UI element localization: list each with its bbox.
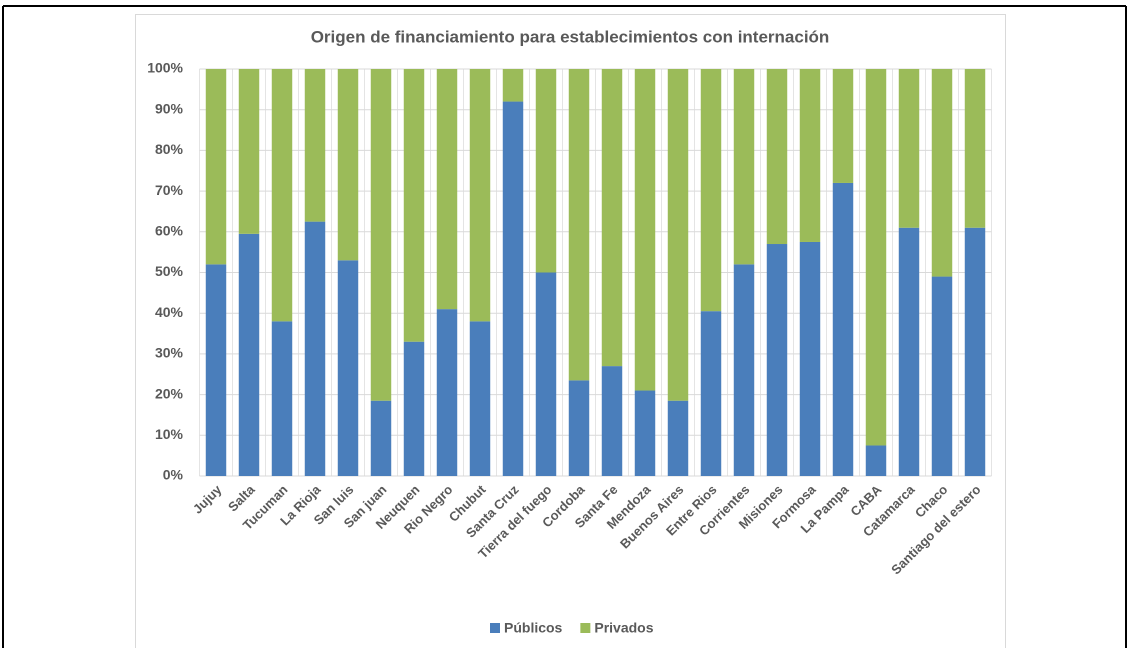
y-tick-label: 50% — [155, 263, 184, 279]
chart-border — [135, 14, 1006, 648]
y-tick-label: 40% — [155, 304, 184, 320]
y-tick-label: 70% — [155, 182, 184, 198]
bar-segment — [799, 69, 821, 242]
bar-segment — [436, 309, 458, 476]
bar-segment — [271, 321, 293, 476]
bar-segment — [832, 69, 854, 183]
bar-segment — [898, 69, 920, 228]
y-tick-label: 10% — [155, 426, 184, 442]
legend-label: Privados — [594, 620, 653, 636]
legend-label: Públicos — [504, 620, 563, 636]
bar-segment — [766, 244, 788, 476]
bar-segment — [370, 400, 392, 476]
bar-segment — [733, 264, 755, 476]
bar-segment — [403, 341, 425, 476]
bar-segment — [799, 241, 821, 476]
bar-segment — [337, 69, 359, 261]
bar-segment — [238, 233, 260, 476]
bar-segment — [766, 69, 788, 245]
legend-swatch — [580, 623, 591, 633]
bar-segment — [667, 69, 689, 401]
bar-segment — [634, 69, 656, 391]
y-tick-label: 60% — [155, 223, 184, 239]
bar-segment — [337, 260, 359, 476]
bar-segment — [271, 69, 293, 322]
bar-segment — [700, 69, 722, 312]
bar-segment — [931, 276, 953, 476]
bar-segment — [469, 69, 491, 322]
bar-segment — [205, 264, 227, 476]
bar-segment — [865, 445, 887, 476]
bar-segment — [601, 69, 623, 367]
x-tick-label: Jujuy — [190, 481, 225, 516]
bar-segment — [865, 69, 887, 446]
y-tick-label: 80% — [155, 141, 184, 157]
bar-segment — [238, 69, 260, 234]
bar-segment — [502, 101, 524, 476]
bar-segment — [898, 227, 920, 476]
bar-segment — [535, 272, 557, 476]
bar-segment — [304, 69, 326, 222]
legend-swatch — [490, 623, 500, 633]
chart-title: Origen de financiamiento para establecim… — [311, 27, 830, 46]
bar-segment — [700, 311, 722, 476]
bar-segment — [403, 69, 425, 342]
bar-segment — [832, 182, 854, 476]
bar-segment — [964, 227, 986, 476]
bar-segment — [205, 69, 227, 265]
y-tick-label: 0% — [163, 467, 184, 483]
bar-segment — [436, 69, 458, 310]
bar-segment — [469, 321, 491, 476]
bar-segment — [634, 390, 656, 476]
bar-segment — [502, 69, 524, 102]
bar-segment — [964, 69, 986, 228]
bar-segment — [931, 69, 953, 277]
y-tick-label: 100% — [147, 60, 183, 76]
y-tick-label: 90% — [155, 100, 184, 116]
bar-segment — [535, 69, 557, 273]
bar-segment — [304, 221, 326, 476]
y-tick-label: 30% — [155, 345, 184, 361]
bar-segment — [667, 400, 689, 476]
bar-segment — [568, 69, 590, 381]
bar-segment — [568, 380, 590, 476]
bar-segment — [370, 69, 392, 401]
y-tick-label: 20% — [155, 385, 184, 401]
bar-segment — [733, 69, 755, 265]
bar-segment — [601, 366, 623, 476]
